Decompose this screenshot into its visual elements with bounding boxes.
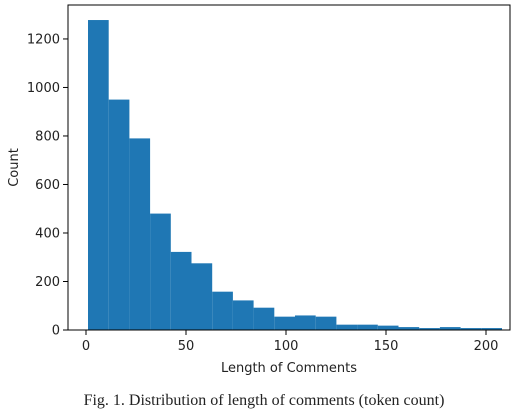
x-axis-ticks: 0 50 100 150 200 <box>82 330 499 354</box>
y-tick-label: 1000 <box>27 81 60 96</box>
histogram-bars <box>88 20 502 330</box>
y-axis-title: Count <box>7 148 22 187</box>
x-tick-label: 0 <box>82 339 90 354</box>
y-tick-label: 200 <box>35 275 60 290</box>
x-tick-label: 100 <box>274 339 299 354</box>
plot-frame <box>67 4 511 331</box>
histogram-bar <box>108 99 130 330</box>
x-tick-label: 150 <box>374 339 399 354</box>
y-tick-label: 400 <box>35 226 60 241</box>
histogram-bar <box>212 291 233 330</box>
histogram-bar <box>295 315 316 330</box>
y-axis-ticks: 0 200 400 600 800 1000 1200 <box>27 32 68 339</box>
histogram-bar <box>398 327 420 330</box>
histogram-bar <box>191 263 213 330</box>
histogram-bar <box>357 324 378 330</box>
histogram-bar <box>150 213 171 330</box>
y-tick-label: 1200 <box>27 32 60 47</box>
figure-caption: Fig. 1. Distribution of length of commen… <box>83 392 445 409</box>
histogram-bar <box>336 324 358 330</box>
x-tick-label: 200 <box>474 339 499 354</box>
x-tick-label: 50 <box>178 339 195 354</box>
histogram-bar <box>419 328 440 330</box>
histogram-bar <box>170 251 192 330</box>
histogram-bar <box>274 316 295 330</box>
histogram-bar <box>315 316 337 330</box>
histogram-bar <box>232 300 254 330</box>
histogram-bar <box>460 328 482 330</box>
histogram-bar <box>88 20 109 330</box>
histogram-bar <box>439 327 461 330</box>
y-tick-label: 800 <box>35 129 60 144</box>
histogram-bar <box>129 138 151 330</box>
y-tick-label: 600 <box>35 178 60 193</box>
x-axis-title: Length of Comments <box>221 361 357 376</box>
histogram-bar <box>481 328 502 330</box>
y-tick-label: 0 <box>52 324 60 339</box>
histogram-bar <box>377 325 399 330</box>
histogram-bar <box>253 307 275 330</box>
